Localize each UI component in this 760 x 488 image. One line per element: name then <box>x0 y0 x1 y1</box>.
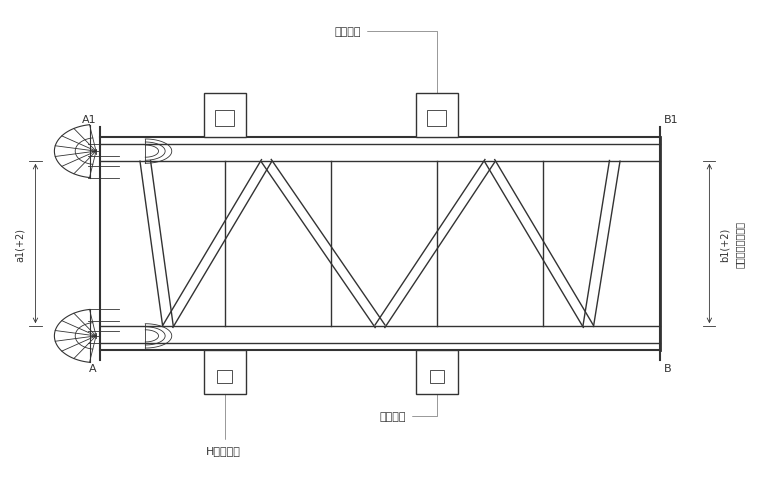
Text: 固定挡块: 固定挡块 <box>334 27 437 110</box>
Bar <box>217 370 232 384</box>
Text: 保证镰箋中心距离: 保证镰箋中心距离 <box>735 221 745 267</box>
Bar <box>429 370 444 384</box>
Bar <box>416 351 458 394</box>
Text: B: B <box>664 363 672 373</box>
Bar <box>427 111 446 126</box>
Text: b1(+2): b1(+2) <box>720 227 730 261</box>
Text: A1: A1 <box>81 115 96 125</box>
Text: 固定橔子: 固定橔子 <box>380 378 437 421</box>
Bar <box>416 94 458 137</box>
Text: B1: B1 <box>664 115 679 125</box>
Bar <box>215 111 234 126</box>
Bar <box>204 351 245 394</box>
Text: A: A <box>88 363 96 373</box>
Bar <box>204 94 245 137</box>
Text: a1(+2): a1(+2) <box>15 227 25 261</box>
Text: H型锃垫件: H型锃垫件 <box>206 373 241 455</box>
